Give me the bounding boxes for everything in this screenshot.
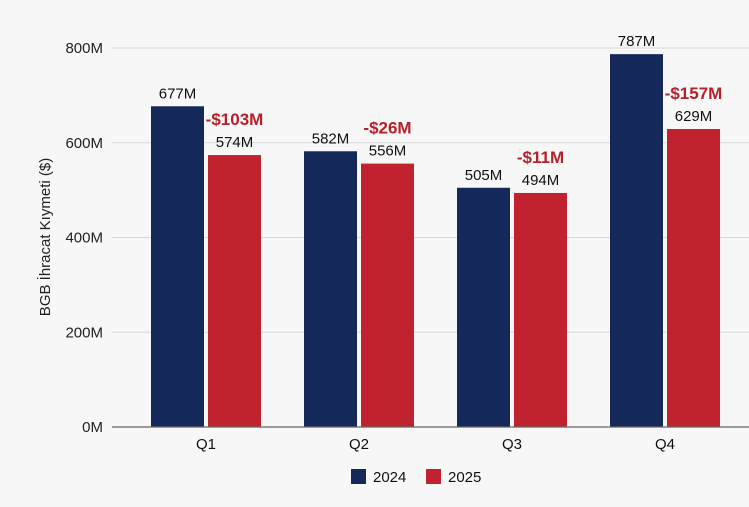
- bars: [151, 54, 720, 428]
- value-label-2025-Q4: 629M: [675, 108, 713, 125]
- legend-swatch-2024: [351, 469, 366, 484]
- y-tick-label: 800M: [65, 40, 103, 57]
- category-label-Q4: Q4: [655, 436, 675, 453]
- y-tick-label: 200M: [65, 324, 103, 341]
- bar-2024-Q1: [151, 106, 204, 428]
- y-axis-title: BGB İhracat Kıymeti ($): [36, 158, 54, 316]
- bar-2025-Q4: [667, 129, 720, 428]
- y-tick-label: 400M: [65, 230, 103, 247]
- bar-2024-Q3: [457, 187, 510, 427]
- legend: 2024 2025: [351, 469, 481, 486]
- bar-2024-Q2: [304, 151, 357, 427]
- y-tick-label: 600M: [65, 135, 103, 152]
- bar-2025-Q2: [361, 163, 414, 427]
- difference-annotation-Q4: -$157M: [665, 84, 723, 103]
- legend-label-2025: 2025: [448, 469, 481, 486]
- category-label-Q3: Q3: [502, 436, 522, 453]
- y-axis-ticks: 0M 200M 400M 600M 800M: [65, 40, 103, 436]
- category-label-Q1: Q1: [196, 436, 216, 453]
- value-label-2024-Q2: 582M: [312, 130, 350, 147]
- bar-2024-Q4: [610, 54, 663, 427]
- bar-2025-Q3: [514, 192, 567, 427]
- value-label-2024-Q4: 787M: [618, 33, 656, 50]
- difference-annotation-Q1: -$103M: [206, 110, 264, 129]
- difference-annotation-Q3: -$11M: [517, 148, 564, 167]
- y-tick-label: 0M: [82, 419, 103, 436]
- value-label-2024-Q3: 505M: [465, 167, 503, 184]
- value-label-2025-Q3: 494M: [522, 172, 560, 189]
- value-label-2025-Q1: 574M: [216, 134, 254, 151]
- legend-swatch-2025: [426, 469, 441, 484]
- value-label-2025-Q2: 556M: [369, 143, 407, 160]
- bar-2025-Q1: [208, 155, 261, 427]
- value-label-2024-Q1: 677M: [159, 85, 197, 102]
- data-labels: 677M 574M -$103M 582M 556M -$26M 505M 494M -$11M…: [159, 33, 723, 189]
- difference-annotation-Q2: -$26M: [363, 119, 411, 138]
- x-axis-categories: Q1 Q2 Q3 Q4: [196, 436, 675, 453]
- category-label-Q2: Q2: [349, 436, 369, 453]
- legend-label-2024: 2024: [373, 469, 406, 486]
